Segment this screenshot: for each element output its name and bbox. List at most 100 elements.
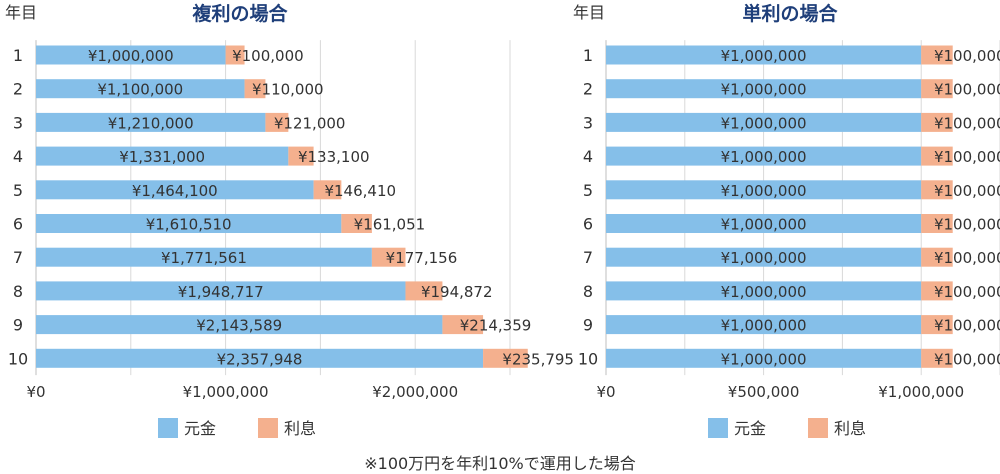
category-label: 5 [583, 181, 593, 200]
interest-data-label: ¥100,000 [232, 47, 304, 65]
principal-data-label: ¥1,000,000 [88, 47, 174, 65]
interest-bar [371, 247, 406, 267]
category-axis-label: 年目 [5, 3, 37, 22]
principal-bar [36, 45, 226, 65]
category-label: 1 [13, 46, 23, 65]
category-label: 7 [583, 248, 593, 267]
principal-data-label: ¥1,948,717 [178, 283, 264, 301]
interest-data-label: ¥100,000 [934, 283, 1000, 301]
interest-bar [921, 45, 953, 65]
category-label: 9 [583, 316, 593, 335]
principal-bar [606, 315, 922, 335]
interest-data-label: ¥100,000 [934, 47, 1000, 65]
category-label: 6 [583, 215, 593, 234]
principal-bar [36, 315, 443, 335]
principal-bar [606, 281, 922, 301]
principal-data-label: ¥1,000,000 [721, 47, 807, 65]
category-label: 8 [583, 282, 593, 301]
category-axis-label: 年目 [573, 3, 605, 22]
principal-bar [606, 247, 922, 267]
category-label: 3 [583, 113, 593, 132]
category-label: 7 [13, 248, 23, 267]
category-label: 6 [13, 215, 23, 234]
category-label: 2 [13, 80, 23, 99]
category-label: 3 [13, 113, 23, 132]
interest-data-label: ¥214,359 [460, 317, 532, 335]
category-label: 8 [13, 282, 23, 301]
interest-data-label: ¥100,000 [934, 317, 1000, 335]
interest-bar [921, 348, 953, 368]
principal-data-label: ¥2,357,948 [217, 350, 303, 368]
principal-data-label: ¥1,000,000 [721, 114, 807, 132]
interest-bar [921, 112, 953, 132]
principal-data-label: ¥2,143,589 [196, 317, 282, 335]
principal-bar [36, 348, 484, 368]
legend-swatch-interest [808, 418, 828, 438]
principal-bar [606, 146, 922, 166]
interest-bar [265, 112, 289, 132]
interest-data-label: ¥133,100 [298, 148, 370, 166]
principal-bar [606, 348, 922, 368]
legend-label-principal: 元金 [184, 419, 216, 438]
principal-data-label: ¥1,100,000 [97, 81, 183, 99]
interest-bar [921, 146, 953, 166]
principal-data-label: ¥1,000,000 [721, 249, 807, 267]
x-tick-label: ¥2,000,000 [372, 383, 458, 401]
principal-bar [36, 214, 342, 233]
interest-bar [288, 146, 314, 166]
interest-data-label: ¥100,000 [934, 350, 1000, 368]
category-label: 10 [8, 349, 28, 368]
principal-data-label: ¥1,000,000 [721, 182, 807, 200]
interest-bar [921, 79, 953, 99]
interest-data-label: ¥110,000 [252, 81, 324, 99]
interest-data-label: ¥177,156 [386, 249, 458, 267]
interest-bar [313, 180, 342, 200]
legend-swatch-interest [258, 418, 278, 438]
principal-bar [606, 45, 922, 65]
principal-bar [36, 79, 245, 99]
interest-bar [244, 79, 266, 99]
interest-data-label: ¥161,051 [354, 216, 426, 234]
principal-data-label: ¥1,000,000 [721, 216, 807, 234]
chart-title: 複利の場合 [191, 2, 288, 25]
interest-bar [921, 214, 953, 233]
x-tick-label: ¥500,000 [728, 383, 800, 401]
interest-bar [405, 281, 443, 301]
legend-swatch-principal [158, 418, 178, 438]
principal-bar [36, 180, 314, 200]
interest-bar [341, 214, 372, 233]
interest-bar [921, 180, 953, 200]
x-tick-label: ¥0 [26, 383, 45, 401]
legend-label-interest: 利息 [834, 419, 866, 438]
principal-bar [36, 247, 372, 267]
principal-data-label: ¥1,210,000 [108, 114, 194, 132]
legend-label-interest: 利息 [284, 419, 316, 438]
principal-data-label: ¥1,464,100 [132, 182, 218, 200]
category-label: 10 [578, 349, 598, 368]
interest-bar [921, 315, 953, 335]
principal-data-label: ¥1,771,561 [161, 249, 247, 267]
legend-label-principal: 元金 [734, 419, 766, 438]
principal-bar [606, 214, 922, 233]
footnote: ※100万円を年利10%で運用した場合 [364, 454, 636, 473]
interest-bar [921, 281, 953, 301]
interest-data-label: ¥146,410 [324, 182, 396, 200]
principal-bar [606, 180, 922, 200]
category-label: 4 [13, 147, 23, 166]
x-tick-label: ¥1,000,000 [878, 383, 964, 401]
x-tick-label: ¥1,000,000 [183, 383, 269, 401]
principal-data-label: ¥1,331,000 [119, 148, 205, 166]
chart-title: 単利の場合 [742, 2, 838, 25]
interest-bar [225, 45, 245, 65]
principal-data-label: ¥1,000,000 [721, 283, 807, 301]
principal-bar [606, 112, 922, 132]
interest-data-label: ¥100,000 [934, 249, 1000, 267]
category-label: 1 [583, 46, 593, 65]
principal-data-label: ¥1,610,510 [146, 216, 232, 234]
interest-data-label: ¥100,000 [934, 81, 1000, 99]
category-label: 5 [13, 181, 23, 200]
interest-data-label: ¥194,872 [421, 283, 493, 301]
principal-data-label: ¥1,000,000 [721, 317, 807, 335]
principal-data-label: ¥1,000,000 [721, 350, 807, 368]
interest-data-label: ¥100,000 [934, 114, 1000, 132]
